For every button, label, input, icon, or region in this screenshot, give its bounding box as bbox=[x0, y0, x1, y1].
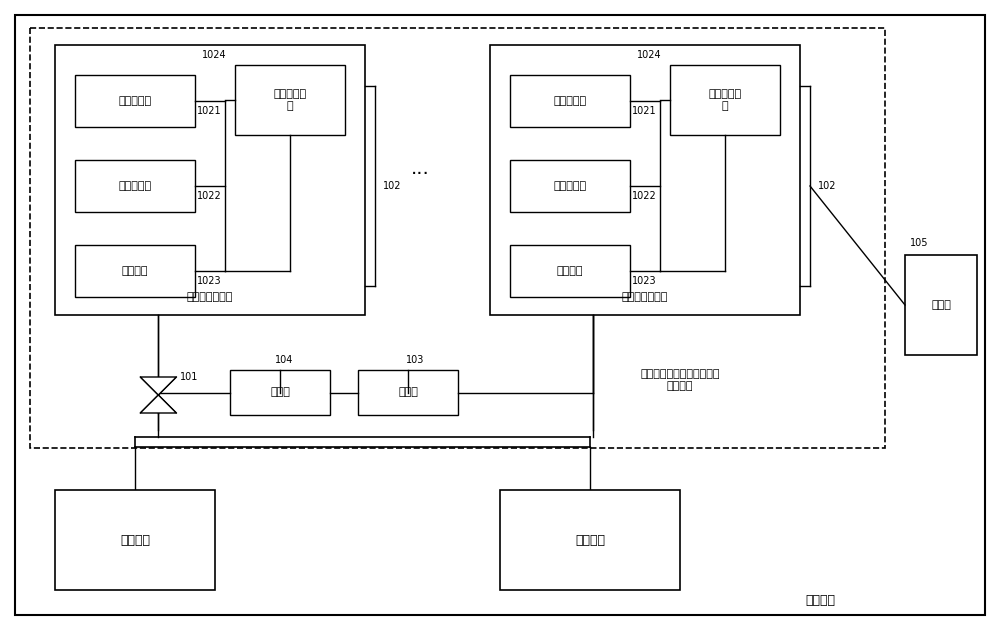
Text: 应用于用氢车间的安全用氢
控制装置: 应用于用氢车间的安全用氢 控制装置 bbox=[640, 369, 720, 391]
Text: 1023: 1023 bbox=[632, 276, 657, 286]
Text: 氢气探测器: 氢气探测器 bbox=[118, 181, 152, 191]
Text: 101: 101 bbox=[180, 372, 199, 382]
Text: 102: 102 bbox=[818, 181, 836, 191]
Text: 氢气探测器: 氢气探测器 bbox=[553, 181, 587, 191]
Polygon shape bbox=[140, 395, 176, 413]
Bar bbox=[230, 370, 330, 415]
Text: 105: 105 bbox=[910, 238, 928, 248]
Bar bbox=[358, 370, 458, 415]
Text: 1023: 1023 bbox=[197, 276, 222, 286]
Text: 1022: 1022 bbox=[197, 191, 222, 201]
Text: 1024: 1024 bbox=[637, 50, 662, 60]
Text: 空气采集器: 空气采集器 bbox=[118, 96, 152, 106]
Text: 102: 102 bbox=[383, 181, 402, 191]
Bar bbox=[510, 160, 630, 212]
Bar bbox=[905, 255, 977, 355]
Text: 显示屏: 显示屏 bbox=[931, 300, 951, 310]
Text: 换气扇: 换气扇 bbox=[270, 387, 290, 398]
Bar bbox=[500, 490, 680, 590]
Bar bbox=[490, 45, 800, 315]
Text: 温湿度传感
器: 温湿度传感 器 bbox=[273, 89, 307, 111]
Bar bbox=[75, 75, 195, 127]
Text: 氢气浓度监测仪: 氢气浓度监测仪 bbox=[622, 292, 668, 302]
Text: 1022: 1022 bbox=[632, 191, 657, 201]
Text: 空气采集器: 空气采集器 bbox=[553, 96, 587, 106]
Text: 用氢车间: 用氢车间 bbox=[805, 594, 835, 606]
Text: 警报器: 警报器 bbox=[398, 387, 418, 398]
Bar bbox=[510, 245, 630, 297]
Text: 微控制器: 微控制器 bbox=[557, 266, 583, 276]
Bar bbox=[30, 28, 885, 448]
Bar bbox=[55, 490, 215, 590]
Polygon shape bbox=[140, 377, 176, 395]
Text: 1021: 1021 bbox=[197, 106, 222, 116]
Text: 微控制器: 微控制器 bbox=[122, 266, 148, 276]
Bar bbox=[235, 65, 345, 135]
Text: 104: 104 bbox=[275, 355, 293, 365]
Bar bbox=[75, 245, 195, 297]
Bar bbox=[510, 75, 630, 127]
Bar bbox=[75, 160, 195, 212]
Text: 氢气储罐: 氢气储罐 bbox=[120, 533, 150, 546]
Text: 用氢设备: 用氢设备 bbox=[575, 533, 605, 546]
Text: ···: ··· bbox=[411, 165, 429, 184]
Text: 温湿度传感
器: 温湿度传感 器 bbox=[708, 89, 742, 111]
Bar bbox=[55, 45, 365, 315]
Text: 1021: 1021 bbox=[632, 106, 657, 116]
Text: 103: 103 bbox=[406, 355, 424, 365]
Text: 氢气浓度监测仪: 氢气浓度监测仪 bbox=[187, 292, 233, 302]
Text: 1024: 1024 bbox=[202, 50, 227, 60]
Bar bbox=[670, 65, 780, 135]
